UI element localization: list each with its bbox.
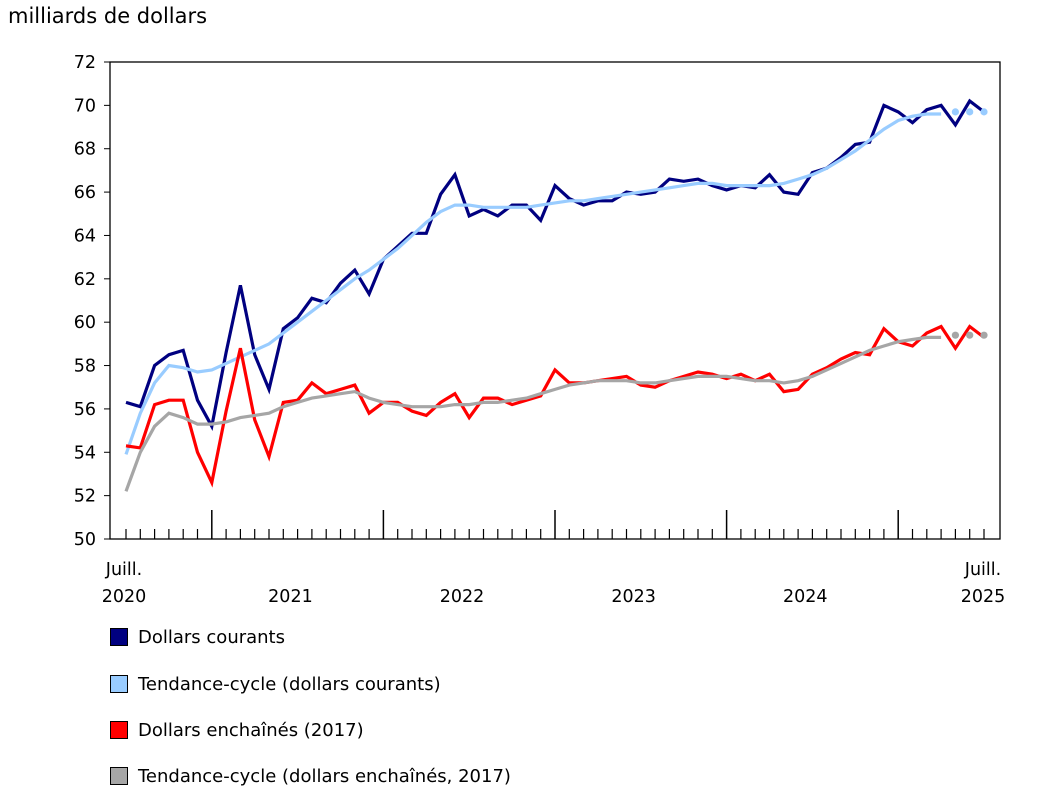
- legend-label: Dollars courants: [138, 627, 285, 648]
- series-point-3: [951, 331, 960, 339]
- legend-label: Tendance-cycle (dollars enchaînés, 2017): [138, 766, 511, 787]
- y-tick-label: 62: [74, 270, 96, 290]
- x-tick-label: Juill.: [105, 560, 142, 580]
- y-tick-label: 66: [74, 183, 96, 203]
- x-tick-label: 2020: [102, 587, 147, 607]
- series-line-3: [124, 335, 942, 492]
- x-tick-label: 2025: [961, 587, 1006, 607]
- legend-swatch-tendance-enchaines: [110, 767, 128, 785]
- series-point-1: [966, 108, 974, 116]
- y-tick-label: 50: [74, 530, 96, 550]
- series-line-2: [125, 324, 985, 488]
- y-tick-label: 68: [74, 140, 96, 160]
- series-point-1: [980, 108, 988, 116]
- y-tick-label: 64: [74, 226, 96, 246]
- legend-swatch-dollars-enchaines: [110, 721, 128, 739]
- y-axis-unit-label: milliards de dollars: [8, 4, 208, 28]
- series-point-1: [951, 108, 960, 116]
- x-tick-label: Juill.: [964, 560, 1001, 580]
- y-tick-label: 56: [74, 400, 96, 420]
- y-tick-label: 60: [74, 313, 96, 333]
- y-tick-label: 58: [74, 357, 96, 377]
- series-point-3: [966, 331, 974, 339]
- y-tick-label: 72: [74, 53, 96, 73]
- x-tick-label: 2021: [268, 587, 313, 607]
- y-tick-label: 70: [74, 96, 96, 116]
- x-tick-label: 2022: [440, 587, 485, 607]
- series-line-0: [125, 98, 985, 431]
- series-line-1: [124, 112, 942, 455]
- y-tick-label: 52: [74, 487, 96, 507]
- x-tick-label: 2024: [783, 587, 828, 607]
- x-tick-label: 2023: [611, 587, 656, 607]
- legend-label: Tendance-cycle (dollars courants): [138, 674, 441, 695]
- legend-label: Dollars enchaînés (2017): [138, 720, 364, 741]
- series-point-3: [980, 331, 988, 339]
- legend-swatch-dollars-courants: [110, 628, 128, 646]
- legend-swatch-tendance-courants: [110, 675, 128, 693]
- line-chart: 50 52 54 56 58 60 62 64 66 68 70 72 Juill. 2020 2021 20…: [74, 53, 1006, 607]
- y-tick-label: 54: [74, 443, 96, 463]
